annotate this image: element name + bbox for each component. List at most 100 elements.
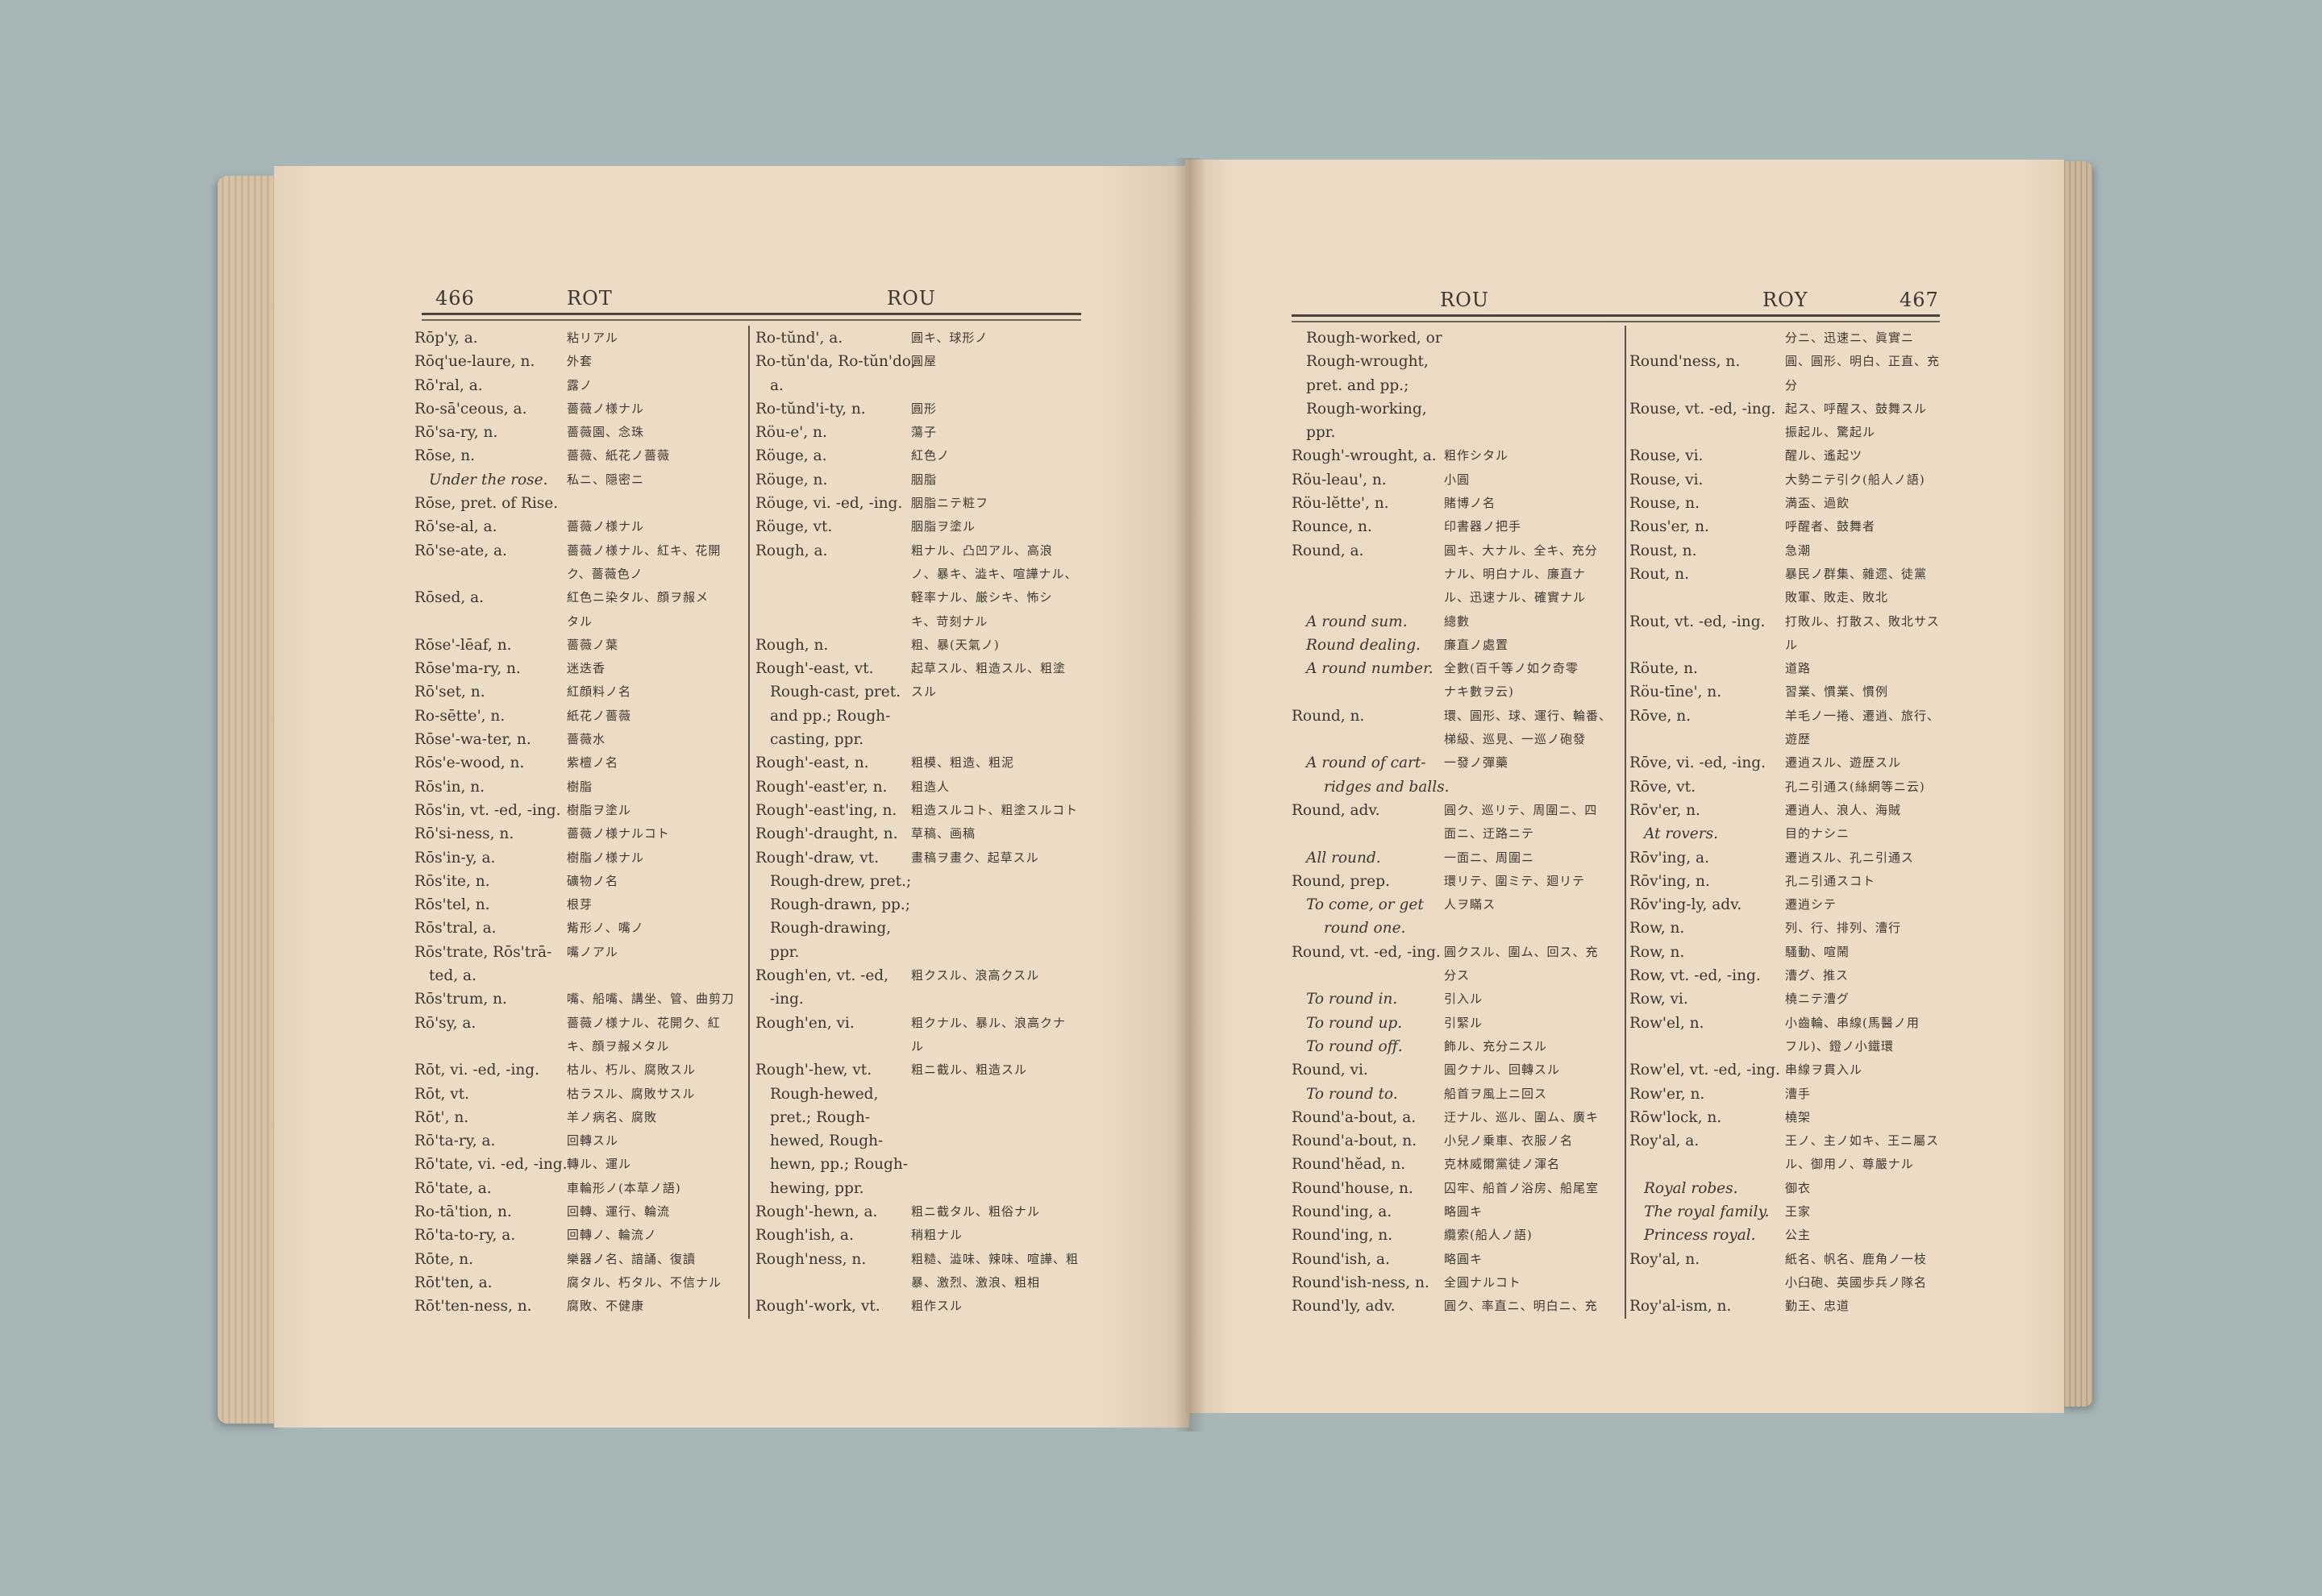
japanese-gloss: 克林威爾黨徒ノ渾名	[1444, 1157, 1561, 1172]
headword: Röute, n.	[1629, 660, 1698, 678]
japanese-gloss: 橈架	[1785, 1109, 1812, 1124]
japanese-gloss: 軽率ナル、厳シキ、怖シ	[911, 590, 1053, 605]
japanese-gloss: 勤王、忠道	[1785, 1299, 1850, 1314]
headword: Rōse'ma-ry, n.	[414, 660, 521, 678]
guide-word-left-start: ROT	[567, 287, 613, 310]
headword: Rouse, vi.	[1629, 447, 1704, 465]
headword: hewed, Rough-	[770, 1133, 884, 1150]
dictionary-entry-line: -ing.	[755, 987, 1081, 1011]
dictionary-entry-line: Rough'-draw, vt. 畫稿ヲ畫ク、起草スル	[755, 846, 1081, 870]
japanese-gloss: 分	[1785, 377, 1799, 393]
headword: Rough'-draw, vt.	[755, 849, 879, 867]
headword: Rōt', n.	[414, 1108, 469, 1126]
dictionary-entry-line: Rō'sa-ry, n. 薔薇園、念珠	[414, 421, 745, 444]
headword: Röuge, vi. -ed, -ing.	[755, 495, 903, 513]
dictionary-entry-line: Rough'-hew, vt. 粗ニ截ル、粗造スル	[755, 1058, 1081, 1082]
japanese-gloss: 紫檀ノ名	[567, 755, 619, 771]
japanese-gloss: 目的ナシニ	[1785, 826, 1850, 842]
headword: and pp.; Rough-	[770, 707, 891, 725]
headword: Röuge, vt.	[755, 518, 833, 536]
headword: Ro-sā'ceous, a.	[414, 400, 527, 418]
example-phrase: ridges and balls.	[1324, 778, 1450, 796]
japanese-gloss: 囚牢、船首ノ浴房、船尾室	[1444, 1180, 1600, 1195]
dictionary-entry-line: Rōve, vt. 孔ニ引通ス(絲網等ニ云)	[1629, 775, 1944, 799]
japanese-gloss: 粗造人	[911, 779, 951, 794]
dictionary-entry-line: Ro-tŭn'da, Ro-tŭn'do, 圓屋	[755, 350, 1081, 373]
dictionary-entry-line: Rough'-east, n. 粗模、粗造、粗泥	[755, 751, 1081, 775]
japanese-gloss: スル	[911, 684, 938, 700]
dictionary-entry-line: Rough'ish, a. 稍粗ナル	[755, 1224, 1081, 1247]
guide-word-right-end: ROY	[1762, 289, 1808, 311]
example-phrase: All round.	[1306, 849, 1381, 867]
dictionary-entry-line: Rōt, vi. -ed, -ing. 枯ル、朽ル、腐敗スル	[414, 1058, 745, 1082]
japanese-gloss: 騷動、喧鬧	[1785, 944, 1850, 959]
headword: Rough'ness, n.	[755, 1250, 867, 1268]
dictionary-entry-line: Röu-tīne', n. 習業、慣業、慣例	[1629, 680, 1944, 704]
example-phrase: A round number.	[1306, 660, 1434, 678]
japanese-gloss: 私ニ、隠密ニ	[567, 472, 645, 487]
headword: Row, vt. -ed, -ing.	[1629, 967, 1761, 985]
dictionary-entry-line: Rōs'in-y, a. 樹脂ノ様ナル	[414, 846, 745, 870]
dictionary-entry-line: Roy'al, n. 紙名、帆名、鹿角ノ一枝	[1629, 1248, 1944, 1271]
dictionary-entry-line: Round, vt. -ed, -ing. 圓クスル、圍ム、回ス、充	[1292, 941, 1622, 964]
headword: Round, vi.	[1292, 1062, 1368, 1079]
dictionary-entry-line: Rough-cast, pret. スル	[755, 680, 1081, 704]
page-number-right: 467	[1900, 289, 1939, 311]
page-stack-right	[2060, 161, 2092, 1407]
japanese-gloss: 粗作スル	[911, 1299, 963, 1314]
dictionary-entry-line: Row'el, n. 小齒輪、串線(馬醫ノ用	[1629, 1012, 1944, 1035]
japanese-gloss: 轉ル、運ル	[567, 1157, 632, 1172]
dictionary-entry-line: Round'house, n. 囚牢、船首ノ浴房、船尾室	[1292, 1177, 1622, 1200]
dictionary-entry-line: 面ニ、迂路ニテ	[1292, 822, 1622, 846]
headword: Rōv'er, n.	[1629, 801, 1700, 819]
dictionary-entry-line: Rō'se-al, a. 薔薇ノ様ナル	[414, 515, 745, 538]
headword: Round'ing, n.	[1292, 1227, 1393, 1245]
japanese-gloss: 環リテ、圍ミテ、廻リテ	[1444, 873, 1586, 888]
japanese-gloss: 孔ニ引通スコト	[1785, 873, 1876, 888]
headword: Rōve, n.	[1629, 707, 1692, 725]
headword: Row'el, n.	[1629, 1014, 1704, 1032]
headword: Rōw'lock, n.	[1629, 1108, 1722, 1126]
headword: Röuge, a.	[755, 447, 827, 465]
page-stack-left	[218, 176, 282, 1424]
japanese-gloss: 回轉ノ、輪流ノ	[567, 1228, 657, 1243]
headword: Row, n.	[1629, 943, 1685, 961]
headword: Röu-e', n.	[755, 424, 827, 442]
japanese-gloss: 腐敗、不健康	[567, 1299, 645, 1314]
dictionary-entry-line: Rough'en, vt. -ed, 粗クスル、浪高クスル	[755, 964, 1081, 987]
entries-column: Ro-tŭnd', a. 圓キ、球形ノ Ro-tŭn'da, Ro-tŭn'do, 圓…	[755, 326, 1081, 1318]
dictionary-entry-line: Rōs'trate, Rōs'trā- 嘴ノアル	[414, 941, 745, 964]
dictionary-entry-line: Rough-worked, or	[1292, 326, 1622, 350]
headword: pret. and pp.;	[1306, 376, 1409, 394]
dictionary-entry-line: Rous'er, n. 呼醒者、鼓舞者	[1629, 515, 1944, 538]
dictionary-entry-line: Rōs'e-wood, n. 紫檀ノ名	[414, 751, 745, 775]
japanese-gloss: 全數(百千等ノ如ク奇零	[1444, 661, 1579, 676]
japanese-gloss: 紅色ノ	[911, 448, 951, 463]
japanese-gloss: キ、顔ヲ赧メタル	[567, 1038, 670, 1054]
headword: Ro-tŭnd'i-ty, n.	[755, 400, 866, 418]
headword: a.	[770, 376, 784, 394]
dictionary-entry-line: 敗軍、敗走、敗北	[1629, 586, 1944, 609]
dictionary-entry-line: Rō'sy, a. 薔薇ノ様ナル、花開ク、紅	[414, 1012, 745, 1035]
dictionary-entry-line: Rout, n. 暴民ノ群集、雜遝、徒黨	[1629, 563, 1944, 586]
dictionary-entry-line: Röu-leau', n. 小圓	[1292, 468, 1622, 492]
dictionary-entry-line: Round'hĕad, n. 克林威爾黨徒ノ渾名	[1292, 1153, 1622, 1176]
japanese-gloss: 引入ル	[1444, 991, 1484, 1007]
japanese-gloss: 遊歴	[1785, 732, 1812, 747]
japanese-gloss: 粗作シタル	[1444, 448, 1509, 463]
dictionary-entry-line: Rōse, n. 薔薇、紙花ノ薔薇	[414, 444, 745, 468]
headword: pret.; Rough-	[770, 1108, 871, 1126]
dictionary-entry-line: a.	[755, 374, 1081, 397]
dictionary-entry-line: Rouse, vi. 醒ル、遙起ツ	[1629, 444, 1944, 468]
guide-word-right-start: ROU	[1440, 289, 1489, 311]
japanese-gloss: 全圓ナルコト	[1444, 1274, 1521, 1290]
japanese-gloss: 總數	[1444, 613, 1471, 629]
guide-word-left-end: ROU	[887, 287, 936, 310]
japanese-gloss: 梯級、巡見、一巡ノ砲發	[1444, 732, 1587, 747]
japanese-gloss: 粗クスル、浪高クスル	[911, 968, 1040, 983]
headword: Rough'-draught, n.	[755, 825, 898, 843]
dictionary-entry-line: Round'ing, n. 纜索(船人ノ語)	[1292, 1224, 1622, 1247]
dictionary-entry-line: Round'a-bout, a. 迂ナル、巡ル、圍ム、廣キ	[1292, 1106, 1622, 1129]
headword: Rōs'trate, Rōs'trā-	[414, 943, 552, 961]
dictionary-entry-line: Rōv'ing, a. 遷逍スル、孔ニ引通ス	[1629, 846, 1944, 870]
